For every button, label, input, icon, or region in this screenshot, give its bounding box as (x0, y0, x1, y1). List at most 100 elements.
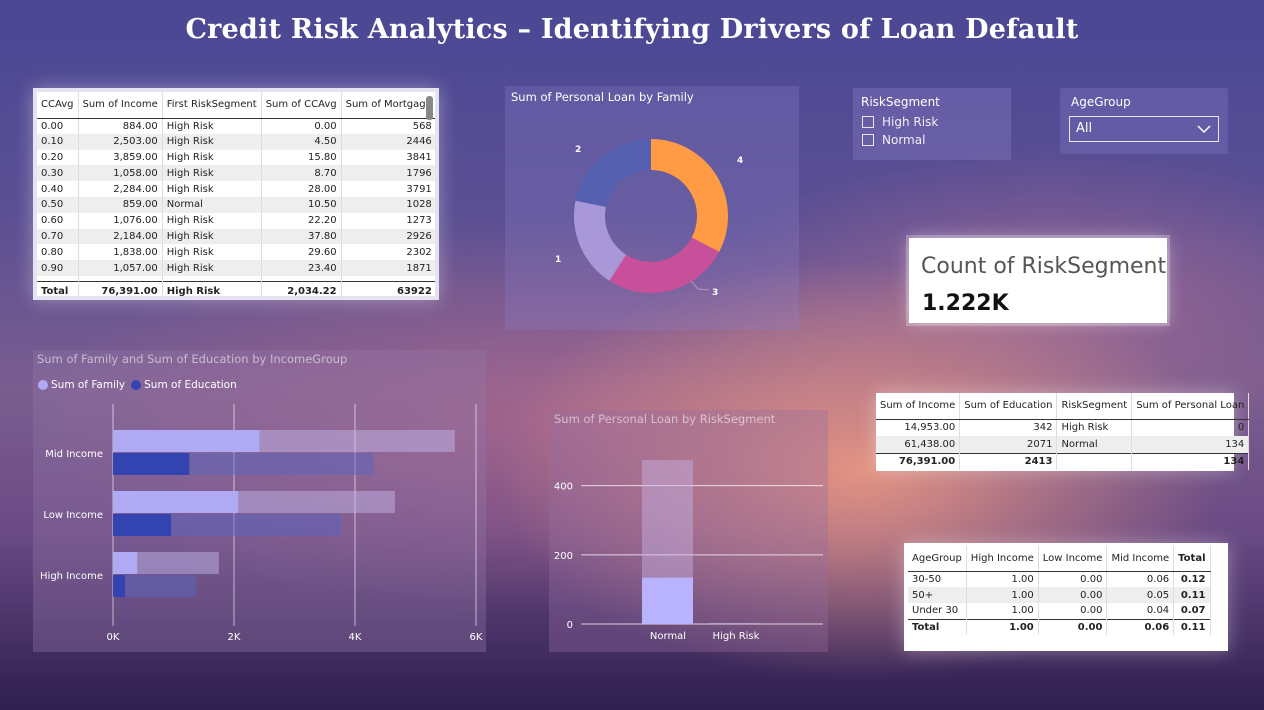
column-header[interactable]: High Income (966, 546, 1039, 572)
kpi-card-value: 1.222K (922, 291, 1009, 316)
agegroup-slicer-title: AgeGroup (1071, 95, 1131, 109)
table-row: 0.00 884.00 High Risk 0.00 568 (37, 118, 435, 134)
table-cell: High Risk (162, 181, 262, 197)
table-row: 0.60 1,076.00 High Risk 22.20 1273 (37, 212, 435, 229)
table-cell: Normal (1056, 436, 1133, 453)
table-cell: 30-50 (908, 571, 967, 587)
bar-family (113, 552, 138, 574)
table-row: 0.10 2,503.00 High Risk 4.50 2446 (37, 133, 435, 150)
column-header[interactable]: Sum of Income (78, 92, 163, 119)
x-tick-label: 0K (107, 632, 120, 643)
kpi-card-label: Count of RiskSegment (921, 254, 1167, 279)
table-total-row: Total 76,391.00 High Risk 2,034.22 63922 (37, 281, 435, 296)
table-cell: High Risk (162, 260, 262, 276)
column-header[interactable]: Sum of Personal Loan (1131, 393, 1250, 420)
table-cell: 1796 (341, 165, 435, 182)
column-header[interactable]: RiskSegment (1056, 393, 1133, 420)
dropdown-value: All (1076, 121, 1093, 136)
table-cell: 0.10 (37, 133, 79, 150)
table-cell: 22.20 (261, 212, 342, 229)
table-cell: 2446 (341, 133, 435, 150)
bar-family (113, 430, 260, 452)
column-header[interactable]: Sum of Education (959, 393, 1058, 420)
table-total-cell: 76,391.00 (876, 452, 961, 470)
checkbox-icon[interactable] (862, 134, 874, 146)
table-cell: 0 (1131, 419, 1250, 436)
table-row: 0.70 2,184.00 High Risk 37.80 2926 (37, 228, 435, 245)
table-total-cell: 2413 (959, 452, 1058, 470)
table-cell: Normal (162, 196, 262, 213)
table-row-partial (37, 275, 435, 282)
table-cell: 3841 (341, 149, 435, 166)
donut-slice-2 (575, 139, 651, 207)
table-cell: High Risk (162, 118, 262, 134)
column-chart-title: Sum of Personal Loan by RiskSegment (554, 412, 776, 426)
table-cell: High Risk (1056, 419, 1133, 436)
table-cell (341, 275, 435, 282)
slicer-option-normal[interactable]: Normal (862, 133, 925, 147)
table-cell: 342 (959, 419, 1058, 436)
slicer-option-label: High Risk (882, 115, 939, 129)
column-header[interactable]: AgeGroup (908, 546, 967, 572)
bar-education-bg (113, 575, 196, 597)
legend-dot-education (131, 380, 142, 390)
column-header[interactable]: CCAvg (37, 92, 79, 119)
table-row: Under 30 1.00 0.00 0.04 0.07 (908, 603, 1211, 619)
income-risk-table: Sum of Income Sum of Education RiskSegment… (876, 393, 1250, 471)
table-cell: 2302 (341, 244, 435, 261)
table-row: 0.80 1,838.00 High Risk 29.60 2302 (37, 244, 435, 261)
bar-education (113, 514, 172, 536)
table-cell: 0.00 (1038, 603, 1108, 619)
column-high-risk (710, 622, 761, 624)
column-header[interactable]: Total (1173, 546, 1211, 572)
donut-slice-4 (651, 139, 728, 252)
table-cell: 23.40 (261, 260, 342, 276)
column-header[interactable]: Low Income (1038, 546, 1108, 572)
y-tick-label: 200 (554, 551, 573, 562)
table-cell: 50+ (908, 587, 967, 603)
column-header[interactable]: Mid Income (1106, 546, 1175, 572)
table-cell: 15.80 (261, 149, 342, 166)
bar-chart-title: Sum of Family and Sum of Education by In… (37, 352, 348, 366)
table-scrollbar[interactable] (426, 96, 433, 120)
donut-label-4: 4 (737, 156, 743, 166)
table-cell: High Risk (162, 149, 262, 166)
column-header[interactable]: Sum of CCAvg (261, 92, 342, 119)
column-chart: 0 200 400 Normal High Risk (554, 460, 823, 642)
table-cell: 1.00 (966, 587, 1039, 603)
table-row: 0.40 2,284.00 High Risk 28.00 3791 (37, 181, 435, 197)
risksegment-slicer-title: RiskSegment (861, 95, 940, 109)
table-cell: 0.00 (1038, 587, 1108, 603)
table-cell: 1028 (341, 196, 435, 213)
table-total-cell: 76,391.00 (78, 281, 163, 296)
donut-label-3: 3 (712, 288, 718, 298)
column-header[interactable]: First RiskSegment (162, 92, 262, 119)
table-cell: 134 (1131, 436, 1250, 453)
table-cell: 2,284.00 (78, 181, 163, 197)
column-header[interactable]: Sum of Mortgage (341, 92, 435, 119)
table-cell: 61,438.00 (876, 436, 961, 453)
table-cell: 1.00 (966, 571, 1039, 587)
checkbox-icon[interactable] (862, 116, 874, 128)
table-cell: High Risk (162, 212, 262, 229)
agegroup-dropdown[interactable]: All (1069, 116, 1219, 142)
table-cell: 3,859.00 (78, 149, 163, 166)
table-cell: High Risk (162, 244, 262, 261)
table-cell: 2,503.00 (78, 133, 163, 150)
table-cell: 0.70 (37, 228, 79, 245)
agegroup-slicer: AgeGroup All (1060, 88, 1228, 154)
table-cell: 859.00 (78, 196, 163, 213)
hbar-chart: 0K 2K 4K 6K Mid Income Low Income High Income (40, 404, 483, 643)
donut-slice-3 (609, 237, 720, 293)
table-cell: 0.04 (1106, 603, 1175, 619)
table-cell: 568 (341, 118, 435, 134)
table-cell: 0.00 (261, 118, 342, 134)
table-cell (78, 275, 163, 282)
table-cell: 0.12 (1173, 571, 1211, 587)
slicer-option-high-risk[interactable]: High Risk (862, 115, 938, 129)
table-cell: 4.50 (261, 133, 342, 150)
column-header[interactable]: Sum of Income (876, 393, 961, 420)
table-cell: 1871 (341, 260, 435, 276)
table-cell: 0.20 (37, 149, 79, 166)
table-cell: 0.30 (37, 165, 79, 182)
